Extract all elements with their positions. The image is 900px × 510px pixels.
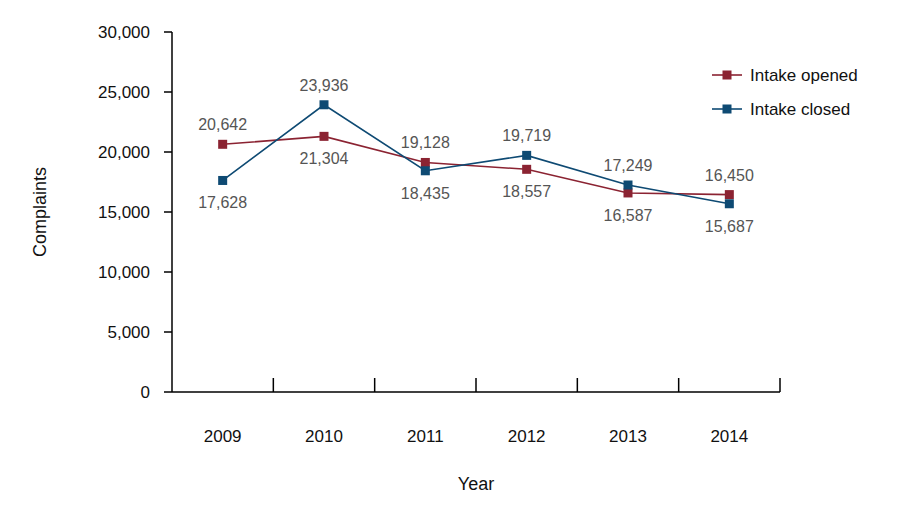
series-marker	[522, 165, 531, 174]
data-label: 18,557	[502, 183, 551, 200]
data-label: 20,642	[198, 116, 247, 133]
x-tick	[475, 378, 477, 392]
data-label: 17,249	[604, 157, 653, 174]
y-tick-label: 30,000	[98, 23, 150, 42]
x-axis-title: Year	[458, 474, 494, 494]
series-marker	[522, 151, 531, 160]
y-tick	[164, 271, 172, 273]
x-tick-label: 2012	[508, 427, 546, 446]
data-label: 18,435	[401, 185, 450, 202]
data-label: 16,450	[705, 167, 754, 184]
x-tick	[577, 378, 579, 392]
y-tick-label: 15,000	[98, 203, 150, 222]
series-line	[223, 136, 730, 194]
x-tick-label: 2009	[204, 427, 242, 446]
series-marker	[725, 199, 734, 208]
x-tick-label: 2010	[305, 427, 343, 446]
series-marker	[624, 188, 633, 197]
y-tick	[164, 211, 172, 213]
x-tick	[273, 378, 275, 392]
legend-marker	[723, 105, 732, 114]
series-marker	[320, 132, 329, 141]
y-tick	[164, 31, 172, 33]
data-label: 23,936	[300, 77, 349, 94]
y-tick-label: 20,000	[98, 143, 150, 162]
data-label: 19,719	[502, 127, 551, 144]
legend: Intake opened Intake closed	[712, 66, 858, 119]
series-marker	[624, 181, 633, 190]
series-marker	[320, 100, 329, 109]
series-marker	[421, 158, 430, 167]
x-tick	[779, 378, 781, 392]
data-label: 15,687	[705, 218, 754, 235]
y-tick-label: 25,000	[98, 83, 150, 102]
y-tick	[164, 91, 172, 93]
series-marker	[218, 176, 227, 185]
plot-area	[218, 100, 734, 208]
legend-label: Intake closed	[750, 100, 850, 119]
chart: 0 5,000 10,000 15,000 20,000 25,000 30,000 2009…	[0, 0, 900, 510]
x-tick	[678, 378, 680, 392]
x-tick-label: 2013	[609, 427, 647, 446]
series-line	[223, 105, 730, 204]
data-label: 21,304	[300, 150, 349, 167]
y-tick	[164, 151, 172, 153]
y-tick	[164, 391, 172, 393]
legend-label: Intake opened	[750, 66, 858, 85]
y-tick	[164, 331, 172, 333]
y-tick-label: 5,000	[107, 323, 150, 342]
y-axis-title: Complaints	[30, 167, 50, 257]
x-tick-label: 2014	[710, 427, 748, 446]
data-label: 19,128	[401, 134, 450, 151]
data-label: 17,628	[198, 194, 247, 211]
series-marker	[218, 140, 227, 149]
legend-marker	[723, 71, 732, 80]
series-marker	[421, 166, 430, 175]
series-marker	[725, 190, 734, 199]
x-tick	[374, 378, 376, 392]
data-label: 16,587	[604, 207, 653, 224]
data-labels: 20,642 21,304 19,128 18,557 16,587 16,450 17,6…	[198, 77, 754, 235]
y-tick-label: 10,000	[98, 263, 150, 282]
y-tick-label: 0	[141, 383, 150, 402]
x-tick-label: 2011	[407, 427, 444, 446]
